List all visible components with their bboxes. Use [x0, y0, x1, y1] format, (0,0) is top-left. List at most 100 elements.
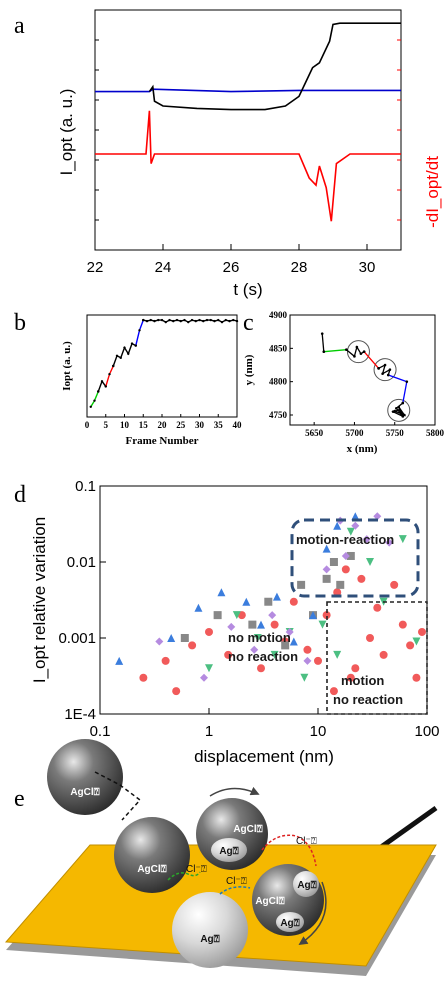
panel-b-ticks: 0 5 10 15 20 25 30 35 40 — [85, 414, 242, 430]
panel-d-ytick-label: 0.01 — [67, 554, 96, 571]
motion-no-reaction-box — [326, 601, 428, 715]
panel-d-ytick-label: 0.001 — [58, 630, 96, 647]
agcl-particle-2 — [114, 817, 190, 893]
panel-c-ticks: 5650 5700 5750 5800 4750 4800 4850 4900 — [269, 310, 445, 438]
panel-c-point — [399, 412, 403, 415]
panel-d-point — [341, 551, 350, 560]
panel-c-series-4 — [378, 363, 391, 376]
panel-c-series-0 — [321, 333, 325, 352]
panel-d-point — [289, 637, 298, 646]
panel-b-point — [97, 390, 100, 393]
panel-d-point — [366, 558, 375, 566]
region-motion-no-reaction: no reaction — [333, 692, 403, 707]
panel-b-point — [160, 318, 164, 322]
panel-c-series-2 — [345, 345, 365, 358]
ag-core-5a — [293, 871, 319, 897]
panel-b-point — [175, 318, 179, 322]
panel-c-point — [345, 348, 348, 351]
panel-b-point — [224, 318, 227, 322]
panel-b-point — [93, 399, 96, 402]
panel-b-point — [130, 342, 134, 345]
panel-b-xtick-label: 30 — [195, 420, 205, 430]
motion-reaction-box — [290, 518, 420, 598]
panel-d-point — [333, 650, 342, 659]
panel-d-point — [205, 627, 213, 636]
panel-c-ytick-label: 4750 — [269, 410, 288, 420]
panel-b-xtick-label: 35 — [214, 420, 224, 430]
panel-c-point — [362, 350, 366, 353]
panel-d-point — [188, 641, 197, 650]
panel-c-series-3 — [363, 351, 380, 369]
panel-a-series-1 — [148, 22, 401, 111]
panel-c-point — [401, 415, 405, 418]
panel-d-point — [351, 664, 360, 673]
panel-d-point — [217, 588, 226, 597]
panel-c-ylabel: y (nm) — [243, 354, 255, 385]
panel-b-point — [235, 319, 239, 323]
panel-b-point — [108, 372, 111, 376]
panel-d-xlabel: displacement (nm) — [194, 747, 334, 766]
panel-c-xtick-label: 5750 — [386, 428, 405, 438]
panel-c-point — [397, 405, 401, 409]
panel-b-ylabel: Iopt (a. u.) — [61, 341, 73, 391]
panel-c-ytick-label: 4850 — [269, 343, 288, 353]
panel-b-letter: b — [14, 310, 26, 336]
panel-c-xtick-label: 5650 — [305, 428, 324, 438]
panel-c-point — [401, 401, 405, 405]
panel-a-ylabel-right: -dI_opt/dt — [423, 156, 442, 228]
panel-a-series-2 — [95, 110, 401, 222]
ag-label-5b: Ag⍰ — [280, 917, 299, 929]
panel-b-point — [104, 385, 107, 388]
cl-ion-label-2: Cl⁻⍰ — [296, 836, 317, 847]
panel-a: 22 24 26 28 30 t (s) I_opt (a. u.) -dI_opt/d… — [57, 9, 442, 299]
agcl-label-2: AgCl⍰ — [137, 863, 166, 875]
panel-b-point — [194, 319, 197, 323]
panel-b-point — [100, 380, 104, 383]
panel-d-xtick-label: 10 — [310, 723, 327, 740]
panel-d-point — [268, 611, 277, 620]
panel-b-point — [209, 318, 212, 322]
agcl-label-3: AgCl⍰ — [233, 823, 262, 835]
panel-d-point — [303, 656, 312, 665]
panel-c-point — [405, 380, 409, 383]
panel-d-point — [418, 627, 427, 636]
panel-b-series-2 — [105, 365, 114, 387]
panel-d-point — [264, 597, 273, 606]
panel-b-point — [138, 329, 141, 332]
panel-d-point — [357, 574, 366, 583]
panel-d-xtick-label: 0.1 — [90, 723, 111, 740]
panel-b-point — [217, 318, 220, 322]
panel-d-xtick-label: 100 — [414, 723, 439, 740]
cl-ion-label-1: Cl⁻⍰ — [186, 864, 207, 875]
cl-ion-path-red — [261, 834, 317, 867]
panel-a-xtick-label: 22 — [87, 259, 104, 276]
panel-d-point — [309, 611, 318, 620]
panel-d-point — [379, 650, 388, 659]
panel-b-xtick-label: 10 — [120, 420, 130, 430]
cl-ion-label-3: Cl⁻⍰ — [226, 876, 247, 887]
panel-d-point — [351, 512, 360, 521]
panel-b-point — [149, 318, 152, 322]
panel-d-point — [297, 580, 306, 589]
panel-d-point — [194, 603, 203, 612]
panel-d-point — [285, 627, 294, 636]
panel-d-xtick-label: 1 — [205, 723, 213, 740]
panel-b-point — [119, 356, 122, 360]
panel-e-diagram: AgCl⍰ AgCl⍰ AgCl⍰ Ag⍰ Ag⍰ AgCl⍰ Ag⍰ Ag⍰ … — [4, 739, 438, 976]
panel-c-point — [322, 350, 326, 353]
panel-d-point — [303, 645, 312, 654]
panel-b-point — [115, 354, 119, 357]
panel-d-point — [257, 664, 266, 673]
agcl-label-1: AgCl⍰ — [70, 786, 99, 798]
panel-c-xtick-label: 5700 — [345, 428, 364, 438]
panel-c-letter: c — [243, 310, 254, 336]
panel-d-point — [213, 611, 222, 620]
panel-c-circle — [373, 358, 397, 382]
panel-d-point — [333, 521, 342, 530]
panel-b-point — [198, 318, 201, 322]
panel-c-point — [398, 408, 401, 411]
panel-b: 0 5 10 15 20 25 30 35 40 Frame Number Iopt (a. u… — [61, 314, 242, 447]
trajectory-dash — [94, 771, 142, 821]
panel-d-point — [250, 645, 259, 654]
panel-d-point — [346, 527, 355, 536]
